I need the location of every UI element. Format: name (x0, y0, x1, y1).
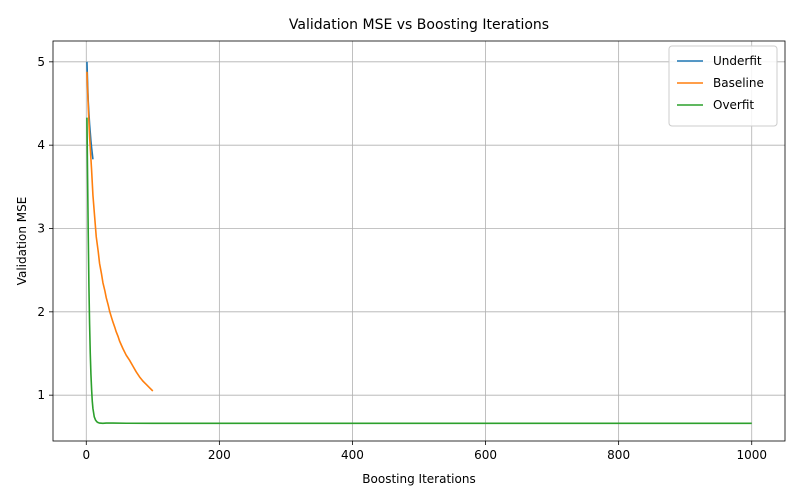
x-tick-label: 800 (607, 448, 630, 462)
y-tick-label: 1 (37, 388, 45, 402)
y-tick-label: 3 (37, 222, 45, 236)
x-tick-label: 0 (82, 448, 90, 462)
plot-frame (52, 40, 786, 442)
series-line-baseline (86, 71, 154, 392)
y-axis-ticks: 1 2 3 4 5 (37, 55, 53, 402)
x-tick-label: 600 (474, 448, 497, 462)
x-axis-label: Boosting Iterations (362, 472, 475, 486)
series-line-overfit (86, 117, 752, 425)
x-tick-label: 400 (341, 448, 364, 462)
legend-label-baseline: Baseline (713, 76, 764, 90)
chart-title: Validation MSE vs Boosting Iterations (289, 17, 549, 33)
x-tick-label: 1000 (736, 448, 767, 462)
y-tick-label: 2 (37, 305, 45, 319)
legend-label-overfit: Overfit (713, 98, 754, 112)
y-tick-label: 5 (37, 55, 45, 69)
series-lines (86, 61, 752, 425)
y-tick-label: 4 (37, 138, 45, 152)
grid (53, 41, 785, 441)
x-axis-ticks: 0 200 400 600 800 1000 (82, 441, 767, 462)
legend-box (668, 45, 778, 127)
x-tick-label: 200 (208, 448, 231, 462)
y-axis-label: Validation MSE (15, 197, 29, 286)
legend: Underfit Baseline Overfit (668, 45, 778, 127)
legend-label-underfit: Underfit (713, 54, 762, 68)
